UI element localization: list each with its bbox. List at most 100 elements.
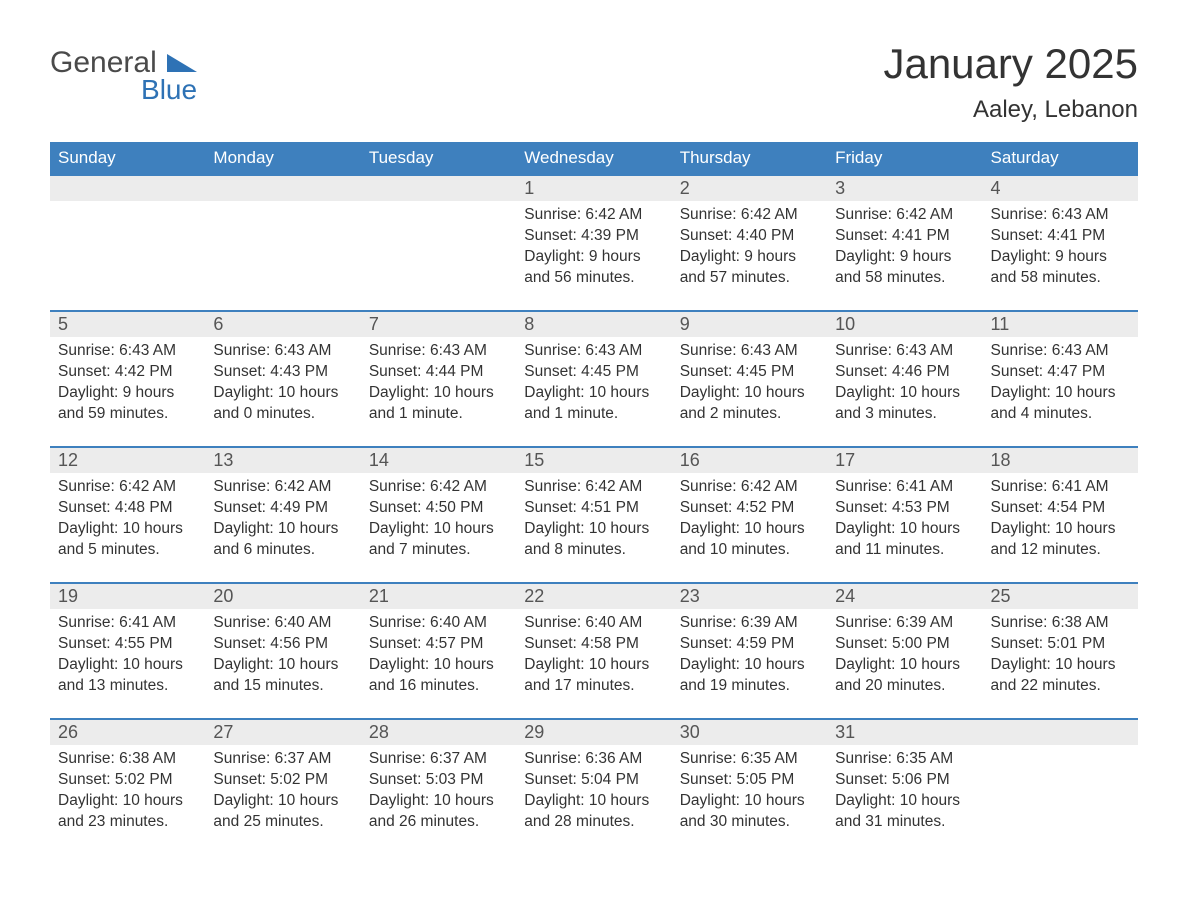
sunrise-text: Sunrise: 6:43 AM [524, 341, 663, 362]
daylight-line1: Daylight: 10 hours [213, 519, 352, 540]
daylight-line1: Daylight: 10 hours [369, 383, 508, 404]
sunset-text: Sunset: 4:44 PM [369, 362, 508, 383]
day-content-cell: Sunrise: 6:42 AMSunset: 4:40 PMDaylight:… [672, 201, 827, 311]
sunset-text: Sunset: 4:54 PM [991, 498, 1130, 519]
day-number-cell: 5 [50, 311, 205, 337]
day-number-cell: 17 [827, 447, 982, 473]
day-content-row: Sunrise: 6:41 AMSunset: 4:55 PMDaylight:… [50, 609, 1138, 719]
weekday-header: Wednesday [516, 142, 671, 175]
sunset-text: Sunset: 5:02 PM [213, 770, 352, 791]
daylight-line1: Daylight: 10 hours [835, 655, 974, 676]
daylight-line1: Daylight: 10 hours [991, 655, 1130, 676]
day-content-cell: Sunrise: 6:35 AMSunset: 5:05 PMDaylight:… [672, 745, 827, 855]
sunset-text: Sunset: 4:51 PM [524, 498, 663, 519]
day-number-cell [205, 175, 360, 201]
sunset-text: Sunset: 4:59 PM [680, 634, 819, 655]
day-content-cell: Sunrise: 6:41 AMSunset: 4:53 PMDaylight:… [827, 473, 982, 583]
daylight-line1: Daylight: 10 hours [680, 791, 819, 812]
weekday-header: Thursday [672, 142, 827, 175]
day-number-cell: 23 [672, 583, 827, 609]
daylight-line1: Daylight: 10 hours [680, 655, 819, 676]
month-title: January 2025 [883, 40, 1138, 88]
day-number-cell: 8 [516, 311, 671, 337]
day-content-row: Sunrise: 6:42 AMSunset: 4:48 PMDaylight:… [50, 473, 1138, 583]
sunrise-text: Sunrise: 6:42 AM [58, 477, 197, 498]
daylight-line2: and 6 minutes. [213, 540, 352, 561]
day-content-cell: Sunrise: 6:42 AMSunset: 4:49 PMDaylight:… [205, 473, 360, 583]
calendar-body: 1234Sunrise: 6:42 AMSunset: 4:39 PMDayli… [50, 175, 1138, 855]
sunrise-text: Sunrise: 6:43 AM [991, 341, 1130, 362]
day-content-cell: Sunrise: 6:42 AMSunset: 4:48 PMDaylight:… [50, 473, 205, 583]
day-number-row: 262728293031 [50, 719, 1138, 745]
daylight-line2: and 23 minutes. [58, 812, 197, 833]
day-content-cell [205, 201, 360, 311]
sunset-text: Sunset: 4:55 PM [58, 634, 197, 655]
daylight-line1: Daylight: 10 hours [58, 791, 197, 812]
day-content-cell: Sunrise: 6:38 AMSunset: 5:02 PMDaylight:… [50, 745, 205, 855]
daylight-line1: Daylight: 9 hours [835, 247, 974, 268]
daylight-line2: and 11 minutes. [835, 540, 974, 561]
sunset-text: Sunset: 5:00 PM [835, 634, 974, 655]
sunset-text: Sunset: 4:48 PM [58, 498, 197, 519]
daylight-line2: and 7 minutes. [369, 540, 508, 561]
day-number-cell: 21 [361, 583, 516, 609]
day-number-cell: 4 [983, 175, 1138, 201]
daylight-line1: Daylight: 10 hours [524, 655, 663, 676]
day-content-cell [361, 201, 516, 311]
sunset-text: Sunset: 4:42 PM [58, 362, 197, 383]
sunrise-text: Sunrise: 6:37 AM [213, 749, 352, 770]
day-number-cell: 10 [827, 311, 982, 337]
day-number-cell: 31 [827, 719, 982, 745]
day-number-row: 1234 [50, 175, 1138, 201]
day-content-row: Sunrise: 6:38 AMSunset: 5:02 PMDaylight:… [50, 745, 1138, 855]
day-number-cell: 22 [516, 583, 671, 609]
daylight-line1: Daylight: 10 hours [991, 383, 1130, 404]
sunset-text: Sunset: 5:05 PM [680, 770, 819, 791]
day-number-cell: 20 [205, 583, 360, 609]
weekday-header: Monday [205, 142, 360, 175]
daylight-line1: Daylight: 10 hours [835, 519, 974, 540]
day-number-cell: 1 [516, 175, 671, 201]
daylight-line1: Daylight: 10 hours [524, 519, 663, 540]
daylight-line2: and 16 minutes. [369, 676, 508, 697]
daylight-line2: and 31 minutes. [835, 812, 974, 833]
sunset-text: Sunset: 4:40 PM [680, 226, 819, 247]
sunrise-text: Sunrise: 6:42 AM [835, 205, 974, 226]
day-number-cell: 16 [672, 447, 827, 473]
daylight-line2: and 15 minutes. [213, 676, 352, 697]
day-content-cell [983, 745, 1138, 855]
daylight-line1: Daylight: 10 hours [835, 791, 974, 812]
daylight-line1: Daylight: 10 hours [369, 519, 508, 540]
sunrise-text: Sunrise: 6:39 AM [835, 613, 974, 634]
day-content-cell: Sunrise: 6:42 AMSunset: 4:39 PMDaylight:… [516, 201, 671, 311]
daylight-line2: and 3 minutes. [835, 404, 974, 425]
daylight-line1: Daylight: 10 hours [524, 791, 663, 812]
daylight-line1: Daylight: 10 hours [213, 655, 352, 676]
day-number-cell: 14 [361, 447, 516, 473]
weekday-header: Saturday [983, 142, 1138, 175]
day-content-cell: Sunrise: 6:40 AMSunset: 4:56 PMDaylight:… [205, 609, 360, 719]
sunset-text: Sunset: 4:47 PM [991, 362, 1130, 383]
sunset-text: Sunset: 5:02 PM [58, 770, 197, 791]
sunset-text: Sunset: 5:01 PM [991, 634, 1130, 655]
daylight-line1: Daylight: 10 hours [524, 383, 663, 404]
sunset-text: Sunset: 4:52 PM [680, 498, 819, 519]
daylight-line2: and 4 minutes. [991, 404, 1130, 425]
day-number-cell: 6 [205, 311, 360, 337]
day-content-cell: Sunrise: 6:42 AMSunset: 4:50 PMDaylight:… [361, 473, 516, 583]
sunrise-text: Sunrise: 6:43 AM [58, 341, 197, 362]
daylight-line1: Daylight: 10 hours [991, 519, 1130, 540]
sunset-text: Sunset: 5:03 PM [369, 770, 508, 791]
day-number-cell: 7 [361, 311, 516, 337]
daylight-line2: and 30 minutes. [680, 812, 819, 833]
day-number-cell: 30 [672, 719, 827, 745]
sunrise-text: Sunrise: 6:42 AM [369, 477, 508, 498]
day-content-cell: Sunrise: 6:43 AMSunset: 4:43 PMDaylight:… [205, 337, 360, 447]
day-content-cell: Sunrise: 6:40 AMSunset: 4:57 PMDaylight:… [361, 609, 516, 719]
day-content-cell: Sunrise: 6:42 AMSunset: 4:52 PMDaylight:… [672, 473, 827, 583]
sunrise-text: Sunrise: 6:42 AM [680, 477, 819, 498]
day-content-cell: Sunrise: 6:43 AMSunset: 4:41 PMDaylight:… [983, 201, 1138, 311]
daylight-line2: and 19 minutes. [680, 676, 819, 697]
day-content-cell: Sunrise: 6:38 AMSunset: 5:01 PMDaylight:… [983, 609, 1138, 719]
sunrise-text: Sunrise: 6:42 AM [213, 477, 352, 498]
